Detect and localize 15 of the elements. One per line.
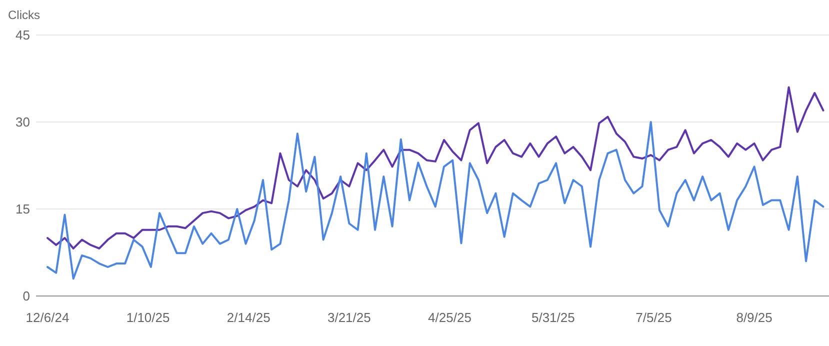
y-tick-label: 0: [22, 288, 30, 304]
x-tick-label: 8/9/25: [736, 310, 772, 325]
line-series: [46, 121, 824, 280]
line-series: [46, 86, 824, 250]
y-tick-label: 30: [16, 114, 30, 130]
x-tick-label: 2/14/25: [226, 310, 270, 325]
y-tick-label: 45: [16, 28, 30, 43]
x-tick-label: 4/25/25: [428, 310, 472, 325]
x-tick-label: 12/6/24: [26, 310, 70, 325]
y-axis-title: Clicks: [8, 8, 40, 22]
x-tick-label: 5/31/25: [531, 310, 575, 325]
x-tick-label: 3/21/25: [327, 310, 371, 325]
x-tick-label: 1/10/25: [126, 310, 170, 325]
y-tick-label: 15: [16, 202, 30, 217]
x-tick-label: 7/5/25: [636, 310, 672, 325]
